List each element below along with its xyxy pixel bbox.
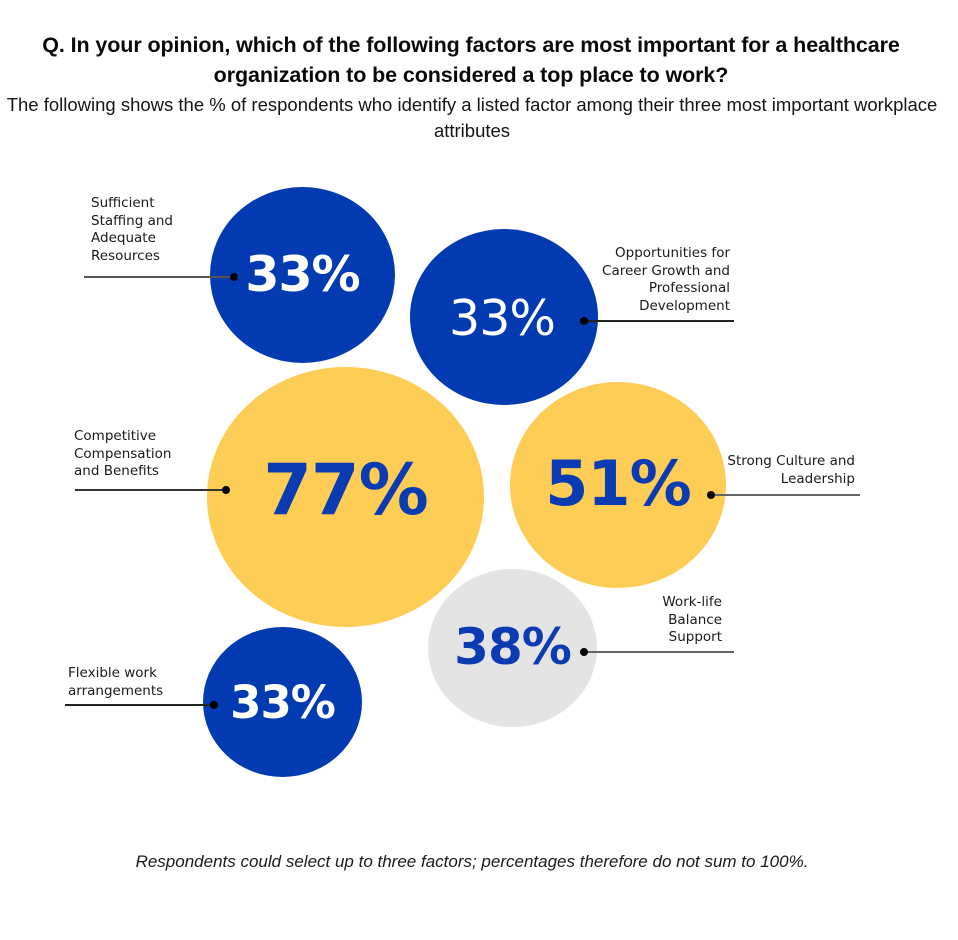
leader-line [84, 276, 234, 278]
bubble-label: Flexible work arrangements [68, 665, 164, 699]
bubble-career-growth: 33% [410, 229, 598, 405]
bubble-value: 33% [245, 245, 360, 303]
bubble-label: Work-life Balance Support [662, 594, 722, 645]
leader-line [584, 651, 734, 653]
bubble-work-life-balance: 38% [428, 569, 597, 727]
bubble-label: Competitive Compensation and Benefits [74, 428, 172, 479]
leader-line [65, 704, 215, 706]
leader-dot [222, 486, 230, 494]
leader-dot [580, 648, 588, 656]
leader-dot [230, 273, 238, 281]
bubble-label: Sufficient Staffing and Adequate Resourc… [91, 195, 174, 264]
bubble-label: Opportunities for Career Growth and Prof… [602, 245, 730, 314]
leader-line [75, 489, 226, 491]
bubble-flexible-work: 33% [203, 627, 362, 777]
leader-dot [580, 317, 588, 325]
chart-title: Q. In your opinion, which of the followi… [42, 33, 900, 87]
bubble-culture-leadership: 51% [510, 382, 726, 588]
bubble-sufficient-staffing: 33% [210, 187, 395, 363]
footnote: Respondents could select up to three fac… [135, 852, 809, 871]
chart-subtitle: The following shows the % of respondents… [6, 94, 938, 141]
bubble-compensation: 77% [207, 367, 484, 627]
leader-line [711, 494, 860, 496]
leader-dot [707, 491, 715, 499]
bubble-value: 38% [454, 617, 572, 676]
leader-line [584, 320, 734, 322]
leader-dot [210, 701, 218, 709]
bubble-label: Strong Culture and Leadership [727, 453, 855, 487]
bubble-value: 77% [263, 449, 429, 531]
bubble-value: 33% [449, 289, 556, 347]
bubble-value: 51% [545, 447, 691, 520]
bubble-value: 33% [230, 675, 336, 729]
